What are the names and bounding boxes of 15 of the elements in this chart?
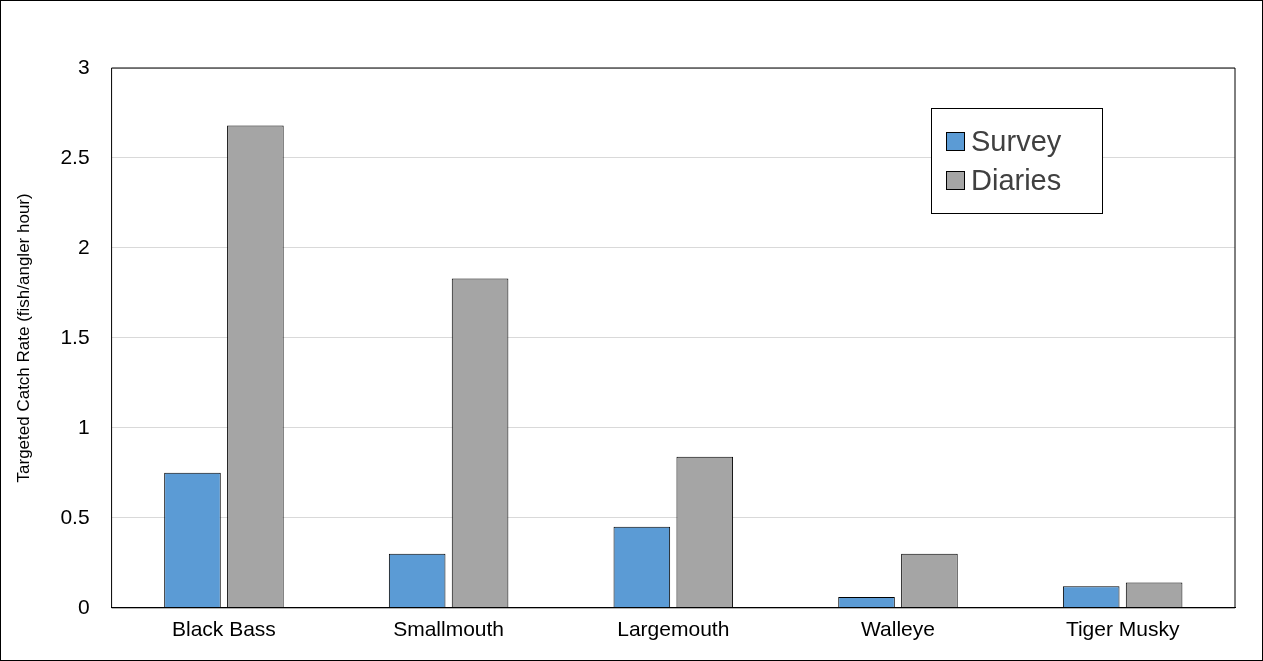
- y-tick-label: 3: [77, 54, 90, 78]
- x-tick-label: Largemouth: [617, 617, 730, 641]
- y-tick-label: 1: [77, 414, 90, 438]
- y-tick-label: 0: [77, 594, 90, 618]
- x-tick-label: Walleye: [861, 617, 935, 641]
- y-tick-label: 1.5: [60, 324, 90, 348]
- y-axis-title: Targeted Catch Rate (fish/angler hour): [13, 193, 33, 483]
- y-tick-label: 2: [77, 234, 90, 258]
- x-tick-label: Black Bass: [172, 617, 276, 641]
- x-tick-label: Smallmouth: [393, 617, 505, 641]
- legend-label: Diaries: [971, 164, 1062, 197]
- y-tick-label: 0.5: [60, 504, 90, 528]
- legend-label: Survey: [971, 125, 1062, 158]
- y-tick-label: 2.5: [60, 144, 90, 168]
- x-tick-label: Tiger Musky: [1065, 617, 1180, 641]
